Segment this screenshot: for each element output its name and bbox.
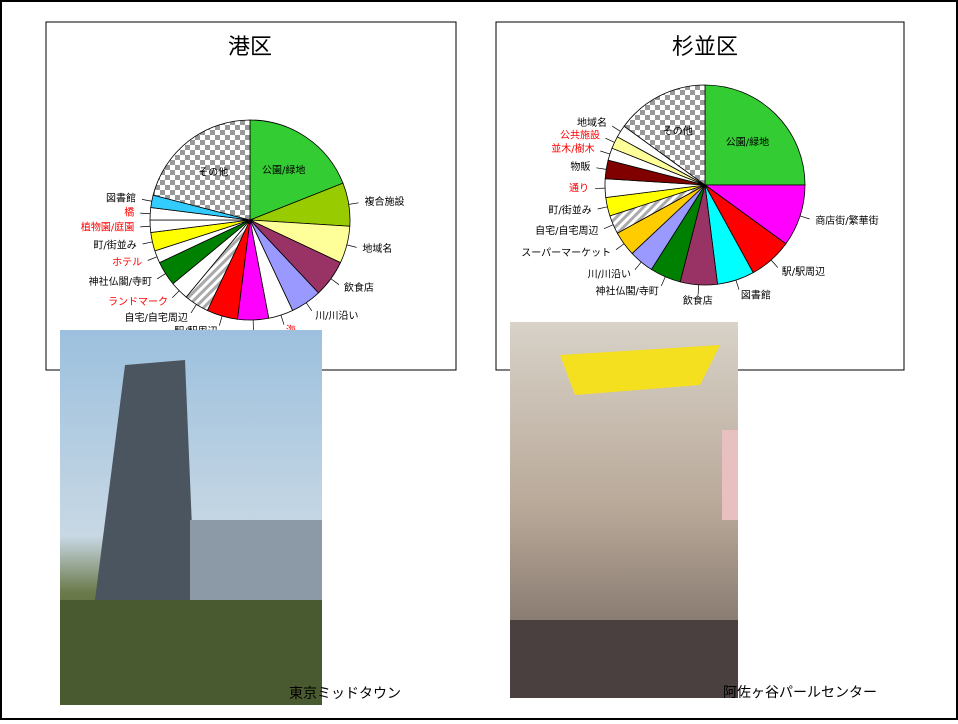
slice-label: ホテル [112, 257, 142, 269]
slice-label: 図書館 [106, 191, 136, 204]
slice-label: 図書館 [741, 288, 771, 301]
slice-label: 川/川沿い [315, 310, 358, 322]
slice-label: その他 [198, 166, 228, 179]
slice-label: 橋 [124, 206, 134, 219]
slice-label: 物販 [570, 160, 590, 173]
slice-label: 飲食店 [683, 294, 713, 307]
slice-label: その他 [663, 125, 693, 138]
chart-title: 港区 [228, 35, 272, 60]
slice-label: 複合施設 [365, 195, 405, 208]
slice-label: 神社仏閣/寺町 [89, 275, 152, 288]
slice-label: 地域名 [577, 116, 607, 129]
slice-label: 町/街並み [93, 238, 136, 251]
photo [60, 330, 322, 705]
slice-label: 商店街/繁華街 [815, 214, 878, 227]
slice-label: 公園/緑地 [262, 163, 305, 176]
slice-label: 飲食店 [344, 281, 374, 294]
slice-label: 公共施設 [560, 129, 600, 142]
slice-label: スーパーマーケット [521, 247, 611, 259]
slice-label: 自宅/自宅周辺 [124, 311, 187, 324]
photo [510, 322, 738, 698]
slice-label: 川/川沿い [588, 268, 631, 280]
slice-label: 公園/緑地 [726, 136, 769, 149]
chart-title: 杉並区 [672, 35, 738, 60]
photo-caption: 東京ミッドタウン [289, 686, 401, 702]
slice-label: 駅/駅周辺 [782, 266, 825, 278]
slice-label: 並木/樹木 [551, 142, 594, 155]
photo-caption: 阿佐ヶ谷パールセンター [723, 685, 877, 701]
slice-label: ランドマーク [108, 296, 168, 308]
slice-label: 地域名 [362, 242, 392, 255]
slice-label: 町/街並み [548, 203, 591, 216]
slice-label: 通り [569, 183, 589, 195]
slice-label: 植物園/庭園 [81, 220, 134, 233]
slice-label: 神社仏閣/寺町 [596, 284, 659, 297]
slice-label: 自宅/自宅周辺 [535, 224, 598, 237]
